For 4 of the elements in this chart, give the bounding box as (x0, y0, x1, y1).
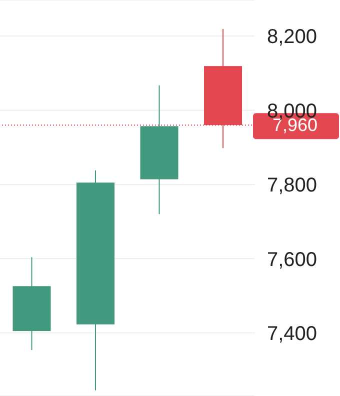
y-tick-label: 7,400 (267, 323, 318, 346)
y-tick-label: 7,600 (267, 248, 318, 271)
y-tick-label: 7,800 (267, 174, 318, 197)
y-tick-label: 8,200 (267, 26, 318, 48)
